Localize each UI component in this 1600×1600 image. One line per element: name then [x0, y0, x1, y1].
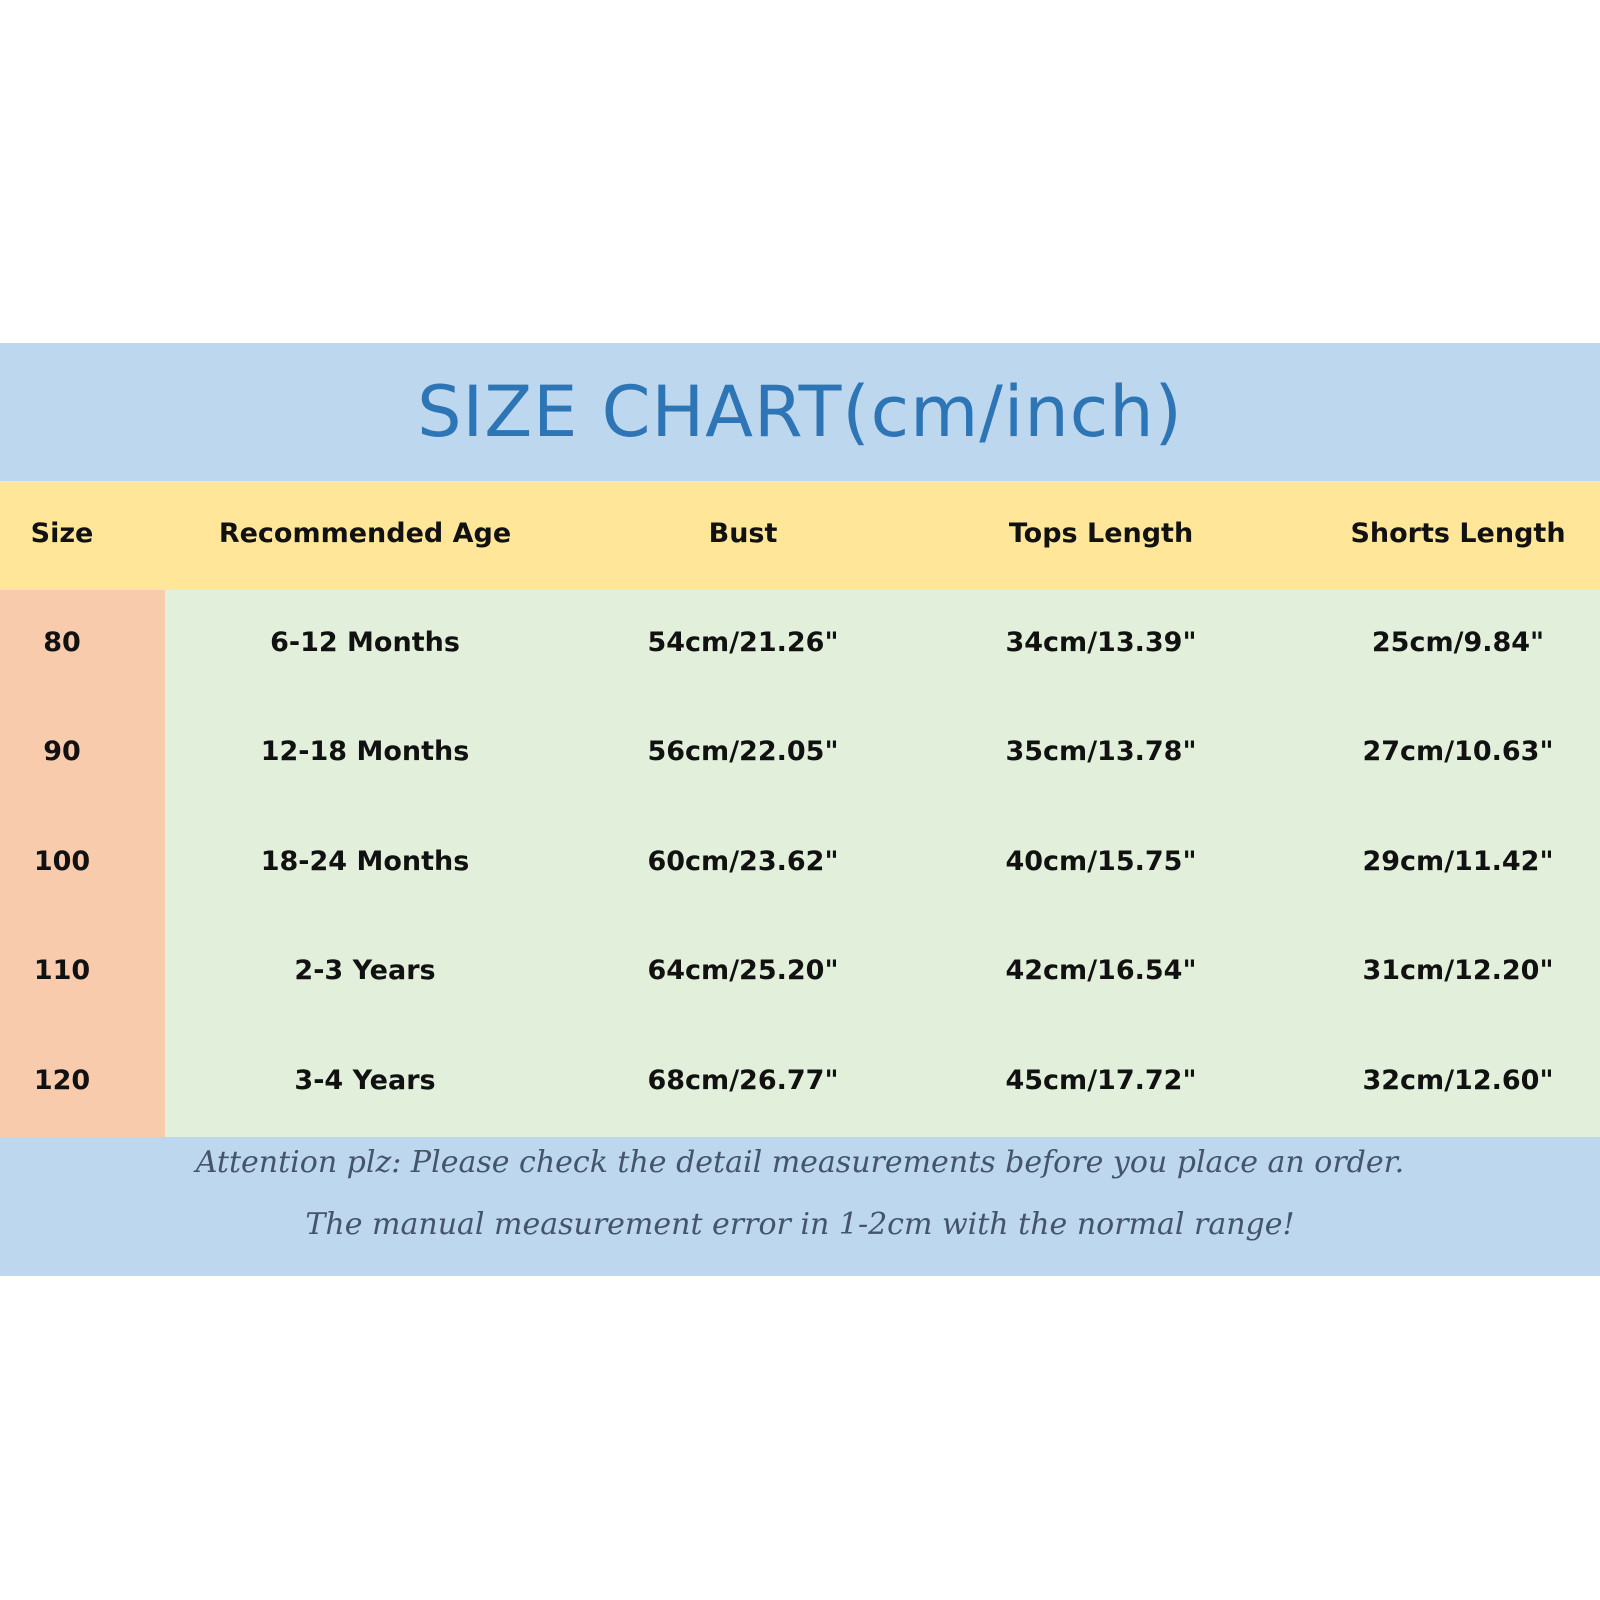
title-band: SIZE CHART(cm/inch): [0, 343, 1600, 481]
chart-title: SIZE CHART(cm/inch): [417, 371, 1183, 453]
size-column: [0, 590, 165, 1137]
cell-bust: 60cm/23.62": [647, 845, 839, 877]
header-size: Size: [30, 518, 94, 549]
cell-shorts-length: 29cm/11.42": [1362, 845, 1554, 877]
cell-tops-length: 34cm/13.39": [1005, 627, 1197, 658]
cell-bust: 68cm/26.77": [647, 1064, 839, 1096]
table-header: [0, 481, 1600, 590]
cell-tops-length: 40cm/15.75": [1005, 845, 1197, 877]
cell-tops-length: 45cm/17.72": [1005, 1064, 1197, 1096]
cell-shorts-length: 25cm/9.84": [1371, 627, 1545, 658]
cell-size: 120: [33, 1064, 91, 1096]
cell-age: 18-24 Months: [260, 845, 470, 877]
cell-tops-length: 42cm/16.54": [1005, 955, 1197, 987]
cell-shorts-length: 31cm/12.20": [1362, 955, 1554, 987]
cell-size: 80: [43, 627, 81, 658]
header-age: Recommended Age: [218, 518, 512, 549]
cell-bust: 54cm/21.26": [647, 627, 839, 658]
attention-note: Attention plz: Please check the detail m…: [195, 1145, 1405, 1180]
header-shorts-length: Shorts Length: [1350, 518, 1566, 549]
cell-bust: 56cm/22.05": [647, 736, 839, 768]
error-note: The manual measurement error in 1-2cm wi…: [305, 1207, 1295, 1242]
cell-shorts-length: 27cm/10.63": [1362, 736, 1554, 768]
cell-size: 110: [33, 955, 91, 987]
cell-shorts-length: 32cm/12.60": [1362, 1064, 1554, 1096]
cell-age: 2-3 Years: [294, 955, 436, 987]
cell-bust: 64cm/25.20": [647, 955, 839, 987]
footer-notes: Attention plz: Please check the detail m…: [0, 1137, 1600, 1276]
cell-tops-length: 35cm/13.78": [1005, 736, 1197, 768]
cell-size: 100: [33, 845, 91, 877]
cell-age: 3-4 Years: [294, 1064, 436, 1096]
cell-age: 12-18 Months: [260, 736, 470, 768]
cell-age: 6-12 Months: [270, 627, 460, 658]
header-tops-length: Tops Length: [1008, 518, 1194, 549]
header-bust: Bust: [708, 518, 778, 549]
table-body: [0, 590, 1600, 1137]
cell-size: 90: [43, 736, 81, 768]
